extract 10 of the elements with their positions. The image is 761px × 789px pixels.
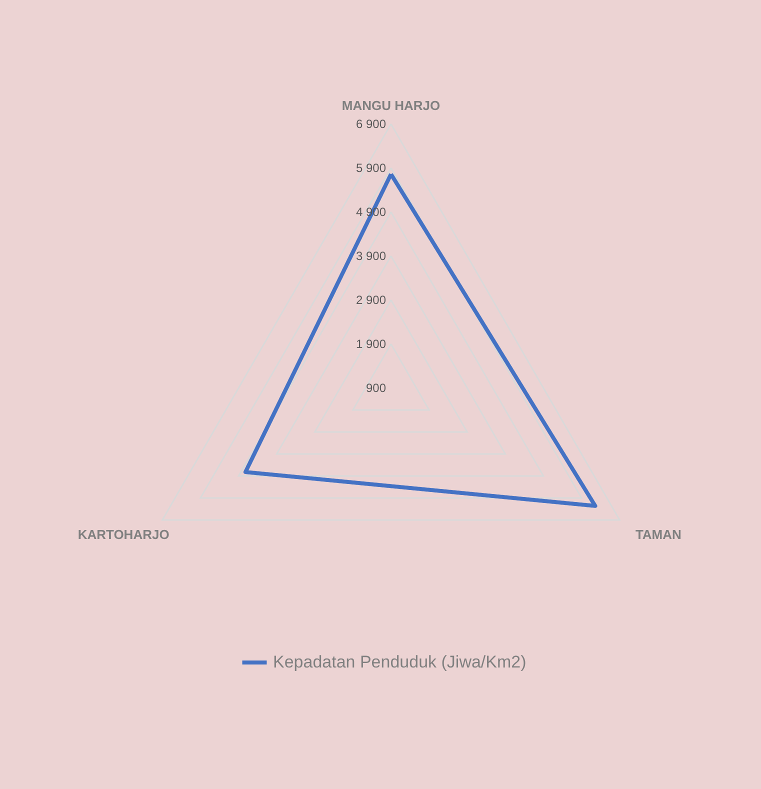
y-tick-label: 1 900 [356,337,386,351]
spoke-label: TAMAN [635,527,682,542]
y-tick-label: 6 900 [356,117,386,131]
spoke-label: KARTOHARJO [78,527,170,542]
y-tick-label: 900 [366,381,386,395]
y-tick-label: 5 900 [356,161,386,175]
y-tick-label: 2 900 [356,293,386,307]
legend-label: Kepadatan Penduduk (Jiwa/Km2) [273,652,526,672]
spoke-label: MANGU HARJO [342,98,440,113]
y-tick-label: 3 900 [356,249,386,263]
